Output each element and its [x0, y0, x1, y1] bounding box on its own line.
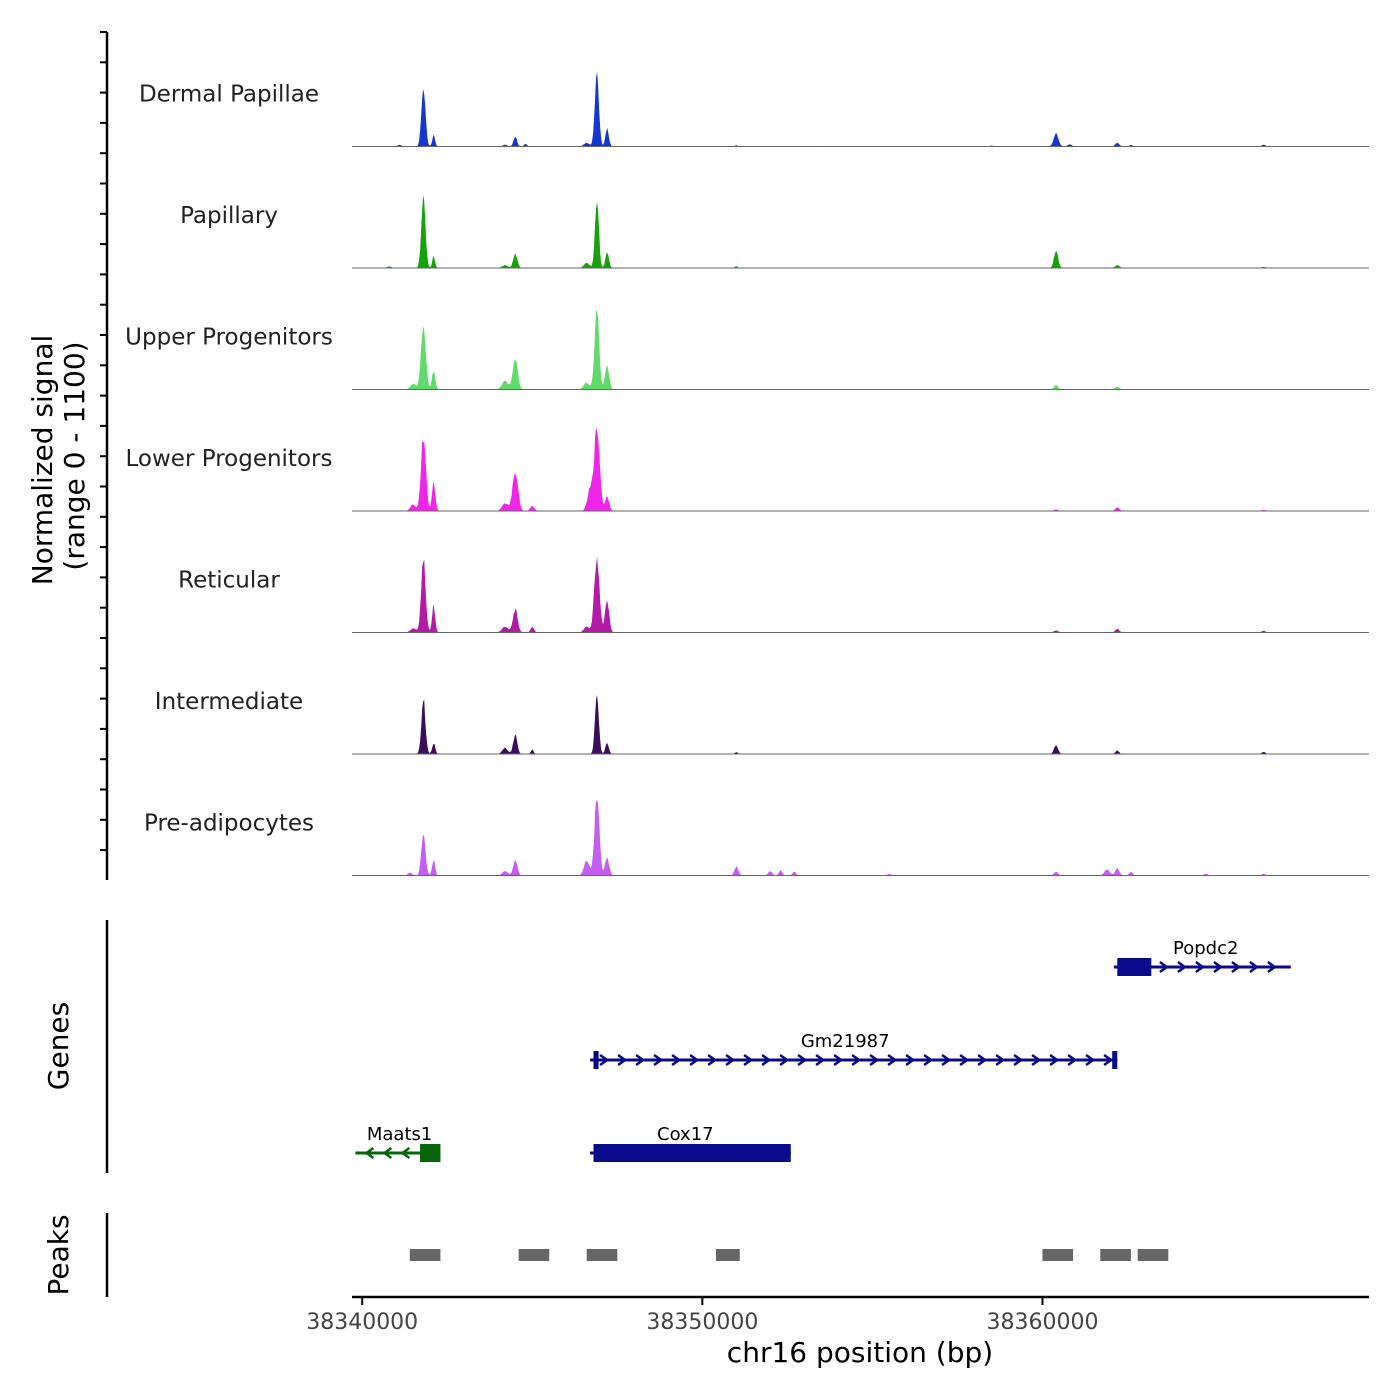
signal-area: [352, 427, 1369, 511]
exon: [420, 1144, 441, 1162]
x-tick-label: 38360000: [986, 1310, 1098, 1335]
track-label: Dermal Papillae: [139, 82, 319, 108]
strand-arrow: [1195, 960, 1206, 974]
peak-region: [518, 1249, 550, 1261]
gene-gm21987: Gm21987: [590, 1031, 1118, 1069]
strand-arrow: [1049, 1053, 1060, 1067]
track-label: Pre-adipocytes: [144, 811, 314, 837]
track-label: Lower Progenitors: [126, 446, 333, 472]
strand-arrow: [1103, 1053, 1114, 1067]
coverage-tracks: Dermal Papillae Papillary Upper Progenitor…: [125, 71, 1369, 876]
peak-region: [1042, 1249, 1074, 1261]
gene-cox17: Cox17: [590, 1124, 791, 1162]
strand-arrow: [382, 1146, 393, 1160]
strand-arrow: [599, 1053, 610, 1067]
peaks-axis-title: Peaks: [42, 1214, 75, 1295]
track-pre-adipocytes: Pre-adipocytes: [144, 799, 1369, 876]
x-axis-title: chr16 position (bp): [727, 1336, 993, 1369]
strand-arrow: [1067, 1053, 1078, 1067]
strand-arrow: [400, 1146, 411, 1160]
strand-arrow: [815, 1053, 826, 1067]
track-papillary: Papillary: [180, 194, 1369, 269]
signal-area: [352, 556, 1369, 633]
exon: [1117, 958, 1152, 976]
exon: [593, 1144, 791, 1162]
strand-arrow: [779, 1053, 790, 1067]
signal-area: [352, 310, 1369, 390]
strand-arrow: [653, 1053, 664, 1067]
x-tick-label: 38350000: [646, 1310, 758, 1335]
x-tick-label: 38340000: [306, 1310, 418, 1335]
strand-arrow: [1267, 960, 1278, 974]
gene-maats1: Maats1: [355, 1124, 441, 1162]
strand-arrow: [761, 1053, 772, 1067]
strand-arrow: [364, 1146, 375, 1160]
strand-arrow: [617, 1053, 628, 1067]
exon: [593, 1051, 599, 1069]
strand-arrow: [1231, 960, 1242, 974]
peak-region: [409, 1249, 441, 1261]
x-axis: 38340000 38350000 38360000: [306, 1295, 1369, 1335]
gene-label: Popdc2: [1173, 938, 1238, 959]
strand-arrow: [1159, 960, 1170, 974]
genes-axis-title: Genes: [42, 1002, 75, 1090]
strand-arrow: [797, 1053, 808, 1067]
strand-arrow: [1213, 960, 1224, 974]
track-intermediate: Intermediate: [155, 689, 1369, 755]
signal-area: [352, 194, 1369, 268]
signal-area: [352, 71, 1369, 147]
signal-area: [352, 695, 1369, 754]
strand-arrow: [1177, 960, 1188, 974]
track-label: Reticular: [178, 568, 280, 594]
track-upper-progenitors: Upper Progenitors: [125, 310, 1369, 390]
left-axes: [100, 31, 109, 1297]
peak-track: [409, 1249, 1169, 1261]
strand-arrow: [851, 1053, 862, 1067]
strand-arrow: [1013, 1053, 1024, 1067]
peak-region: [1137, 1249, 1169, 1261]
strand-arrow: [995, 1053, 1006, 1067]
peak-region: [1100, 1249, 1131, 1261]
track-reticular: Reticular: [178, 556, 1369, 633]
strand-arrow: [959, 1053, 970, 1067]
strand-arrow: [869, 1053, 880, 1067]
track-dermal-papillae: Dermal Papillae: [139, 71, 1369, 147]
gene-track: Popdc2 Gm21987 Maats1 Cox17: [355, 938, 1291, 1162]
strand-arrow: [743, 1053, 754, 1067]
strand-arrow: [1085, 1053, 1096, 1067]
track-label: Intermediate: [155, 689, 303, 715]
strand-arrow: [1249, 960, 1260, 974]
gene-label: Cox17: [657, 1124, 714, 1145]
peak-region: [715, 1249, 740, 1261]
strand-arrow: [635, 1053, 646, 1067]
strand-arrow: [941, 1053, 952, 1067]
peak-region: [586, 1249, 618, 1261]
strand-arrow: [671, 1053, 682, 1067]
strand-arrow: [833, 1053, 844, 1067]
y-axis-title: Normalized signal: [26, 335, 59, 586]
track-lower-progenitors: Lower Progenitors: [126, 427, 1369, 512]
exon: [1112, 1051, 1118, 1069]
signal-area: [352, 799, 1369, 876]
track-label: Papillary: [180, 203, 278, 229]
strand-arrow: [977, 1053, 988, 1067]
strand-arrow: [725, 1053, 736, 1067]
strand-arrow: [905, 1053, 916, 1067]
gene-label: Gm21987: [801, 1031, 890, 1052]
strand-arrow: [923, 1053, 934, 1067]
strand-arrow: [707, 1053, 718, 1067]
gene-popdc2: Popdc2: [1113, 938, 1291, 976]
y-axis-range: (range 0 - 1100): [58, 341, 91, 570]
strand-arrow: [1031, 1053, 1042, 1067]
strand-arrow: [689, 1053, 700, 1067]
gene-label: Maats1: [367, 1124, 432, 1145]
track-label: Upper Progenitors: [125, 325, 333, 351]
strand-arrow: [887, 1053, 898, 1067]
